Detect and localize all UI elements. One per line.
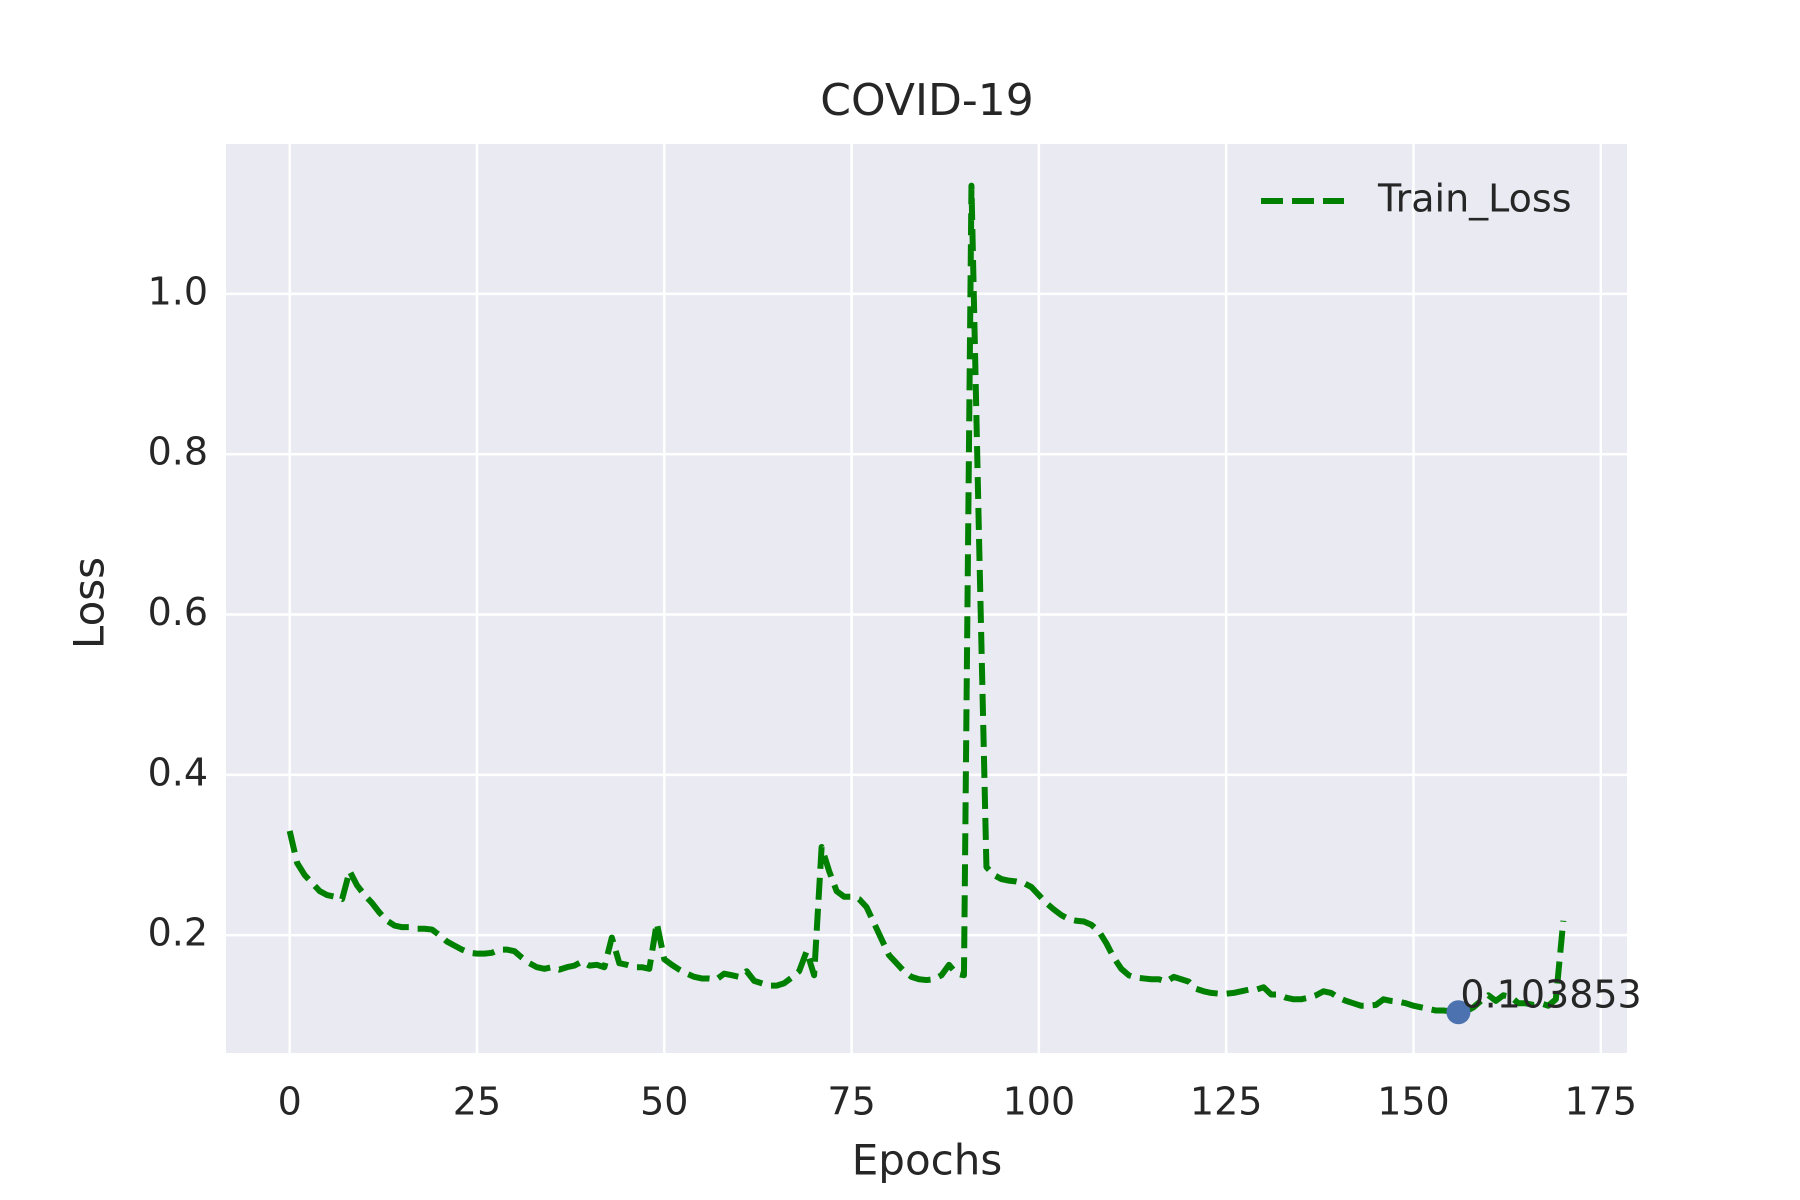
x-tick-label: 0 bbox=[278, 1080, 302, 1124]
x-tick-label: 100 bbox=[1003, 1080, 1076, 1124]
x-axis-label: Epochs bbox=[852, 1136, 1003, 1185]
legend-label: Train_Loss bbox=[1377, 177, 1572, 221]
annotation-label: 0.103853 bbox=[1460, 973, 1641, 1017]
y-axis-label: Loss bbox=[65, 557, 114, 649]
x-tick-label: 175 bbox=[1565, 1080, 1638, 1124]
x-tick-label: 125 bbox=[1190, 1080, 1263, 1124]
y-tick-label: 0.8 bbox=[148, 430, 208, 474]
annotation-marker bbox=[1446, 1000, 1471, 1025]
y-tick-label: 0.2 bbox=[148, 911, 208, 955]
y-tick-label: 0.6 bbox=[148, 590, 208, 634]
x-tick-label: 75 bbox=[827, 1080, 875, 1124]
chart-title: COVID-19 bbox=[820, 75, 1033, 126]
y-tick-label: 1.0 bbox=[148, 269, 208, 313]
line-series bbox=[286, 182, 1567, 1016]
y-tick-label: 0.4 bbox=[148, 750, 208, 794]
x-tick-label: 150 bbox=[1377, 1080, 1450, 1124]
x-tick-label: 50 bbox=[640, 1080, 688, 1124]
x-tick-label: 25 bbox=[453, 1080, 501, 1124]
plot-area bbox=[226, 144, 1627, 1053]
